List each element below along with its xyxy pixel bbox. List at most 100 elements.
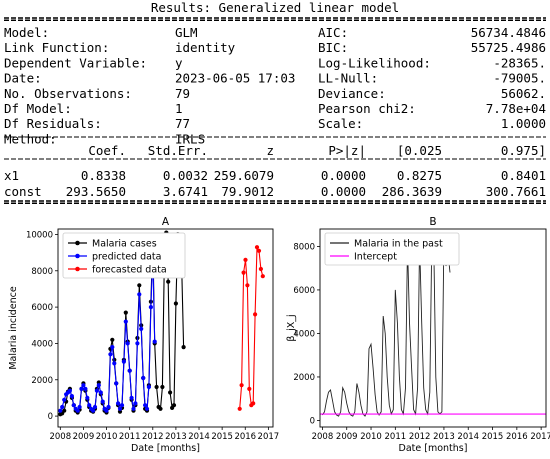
coef-value: 0.0032 bbox=[163, 168, 208, 183]
coef-value: 0.8338 bbox=[81, 168, 126, 183]
series-predicted-data-point bbox=[148, 305, 153, 310]
series-forecasted-data-point bbox=[237, 406, 242, 411]
coef-value: 79.9012 bbox=[221, 184, 274, 199]
series-malaria-cases-point bbox=[123, 310, 128, 315]
coef-header: 0.975] bbox=[501, 143, 546, 158]
summary-label: Pearson chi2: bbox=[318, 101, 416, 116]
results-title: Results: Generalized linear model bbox=[151, 0, 399, 15]
series-predicted-data-point bbox=[131, 406, 136, 411]
x-tick-label: 2009 bbox=[336, 432, 358, 442]
series-predicted-data-point bbox=[77, 404, 82, 410]
series-group bbox=[58, 230, 265, 417]
legend-box bbox=[324, 232, 460, 266]
series-forecasted-data-point bbox=[251, 401, 256, 406]
summary-value: 1.0000 bbox=[501, 116, 546, 131]
legend: Malaria cases predicted data forecasted da… bbox=[62, 232, 186, 279]
series-predicted-data-point bbox=[116, 401, 121, 406]
y-tick-label: 8000 bbox=[293, 242, 315, 252]
chart-title: A bbox=[162, 216, 170, 228]
series-forecasted-data-point bbox=[243, 257, 248, 262]
series-forecasted-data-point bbox=[239, 383, 244, 388]
summary-value: 77 bbox=[175, 116, 190, 131]
summary-value: -28365. bbox=[493, 55, 546, 70]
coef-value: 0.8401 bbox=[501, 168, 546, 183]
series-malaria-cases-point bbox=[110, 337, 115, 342]
series-predicted-data-point bbox=[137, 292, 142, 297]
series-predicted-data-point bbox=[133, 401, 138, 406]
series-malaria-cases-point bbox=[173, 301, 178, 306]
y-tick-label: 0 bbox=[310, 416, 315, 426]
series-predicted-data-point bbox=[91, 408, 96, 413]
series-predicted-data-point bbox=[114, 381, 119, 386]
chart-title: B bbox=[429, 216, 436, 228]
x-tick-label: 2011 bbox=[385, 432, 407, 442]
legend-label: forecasted data bbox=[92, 265, 167, 276]
x-tick-label: 2015 bbox=[211, 432, 233, 442]
summary-right-column: AIC: 56734.4846 BIC: 55725.4986 Log-Likeliho… bbox=[318, 25, 546, 131]
y-tick-label: 2000 bbox=[293, 373, 315, 383]
series-predicted-data-point bbox=[69, 394, 74, 399]
series-predicted-data-point bbox=[75, 408, 80, 413]
coef-value: 293.5650 bbox=[66, 184, 126, 199]
series-predicted-data-point bbox=[127, 368, 132, 373]
glm-results-summary: Results: Generalized linear model Model:… bbox=[0, 0, 550, 210]
y-tick-label: 0 bbox=[48, 412, 53, 422]
series-group bbox=[320, 237, 546, 417]
coef-row-name: const bbox=[4, 184, 42, 199]
legend-marker bbox=[75, 240, 80, 246]
coefficient-rows: x1 0.8338 0.0032 259.6079 0.0000 0.8275 0.8401… bbox=[4, 168, 546, 199]
summary-label: Date: bbox=[4, 71, 42, 86]
x-axis-label: Date [months] bbox=[399, 443, 468, 454]
results-table: Results: Generalized linear model Model:… bbox=[4, 0, 546, 204]
x-tick-label: 2016 bbox=[234, 432, 256, 442]
summary-value: 56062. bbox=[501, 86, 546, 101]
series-forecasted-data-point bbox=[254, 245, 260, 250]
coefficient-header-row: Coef. Std.Err. z P>|z| [0.025 0.975] bbox=[88, 143, 546, 158]
chart-b: B 2008 2009 2010 2011 2012 2013 2014 2015 2016 201… bbox=[286, 216, 550, 454]
y-tick-label: 10000 bbox=[26, 230, 53, 240]
series-predicted-data-point bbox=[104, 408, 109, 413]
y-tick-label: 6000 bbox=[293, 286, 315, 296]
series-forecasted-data-point bbox=[256, 248, 262, 253]
series-predicted-data-point bbox=[83, 386, 88, 391]
summary-label: Df Model: bbox=[4, 101, 72, 116]
summary-label: Log-Likelihood: bbox=[318, 55, 431, 70]
series-predicted-data-point bbox=[121, 359, 126, 364]
x-tick-label: 2015 bbox=[482, 432, 504, 442]
summary-label: Deviance: bbox=[318, 86, 386, 101]
summary-left-column: Model: GLM Link Function: identity Dependent… bbox=[4, 25, 295, 146]
summary-label: Link Function: bbox=[4, 40, 109, 55]
legend-label: predicted data bbox=[92, 252, 161, 263]
legend-label: Malaria in the past bbox=[354, 239, 443, 250]
coef-header: Coef. bbox=[88, 143, 126, 158]
series-malaria-cases-point bbox=[160, 384, 165, 390]
summary-value: GLM bbox=[175, 25, 198, 40]
series-predicted-data-point bbox=[139, 326, 144, 331]
legend-marker bbox=[75, 253, 80, 259]
series-forecasted-data-point bbox=[253, 312, 258, 317]
series-forecasted-data-point bbox=[245, 283, 250, 288]
summary-label: LL-Null: bbox=[318, 71, 378, 86]
coef-value: 300.7661 bbox=[486, 184, 546, 199]
series-predicted-data-point bbox=[143, 403, 148, 408]
summary-value: 56734.4846 bbox=[471, 25, 546, 40]
series-predicted-data-point bbox=[85, 395, 90, 400]
series-predicted-data-point bbox=[144, 406, 150, 411]
series-malaria-cases-point bbox=[137, 283, 142, 288]
series-predicted-data-point bbox=[71, 403, 76, 408]
summary-label: Method: bbox=[4, 131, 57, 146]
legend-label: Malaria cases bbox=[92, 239, 157, 250]
summary-label: Scale: bbox=[318, 116, 363, 131]
summary-label: Df Residuals: bbox=[4, 116, 102, 131]
summary-value: y bbox=[175, 55, 183, 70]
series-predicted-data-point bbox=[62, 397, 67, 402]
y-tick-label: 8000 bbox=[31, 267, 53, 277]
series-predicted-data-point bbox=[100, 399, 105, 404]
series-predicted-data-point bbox=[129, 395, 134, 400]
x-tick-label: 2016 bbox=[506, 432, 528, 442]
series-predicted-data-point bbox=[96, 383, 101, 388]
x-tick-label: 2010 bbox=[96, 432, 118, 442]
coef-header: [0.025 bbox=[397, 143, 442, 158]
series-malaria-cases-point bbox=[168, 390, 173, 395]
coef-value: 3.6741 bbox=[163, 184, 208, 199]
